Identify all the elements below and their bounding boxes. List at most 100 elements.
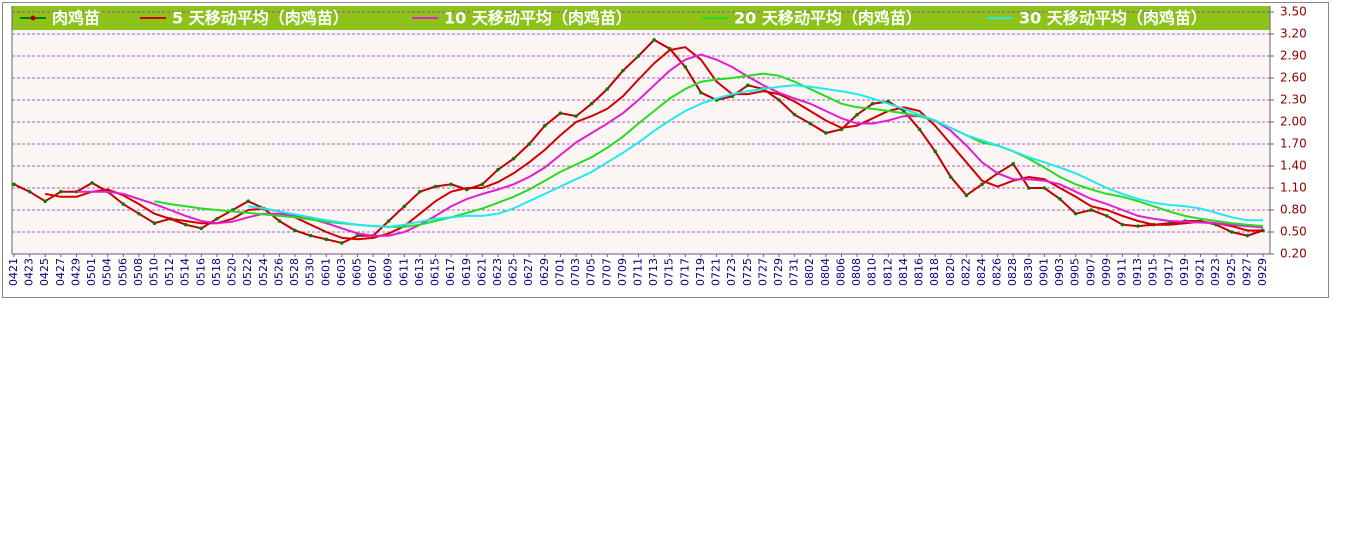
data-point [1058, 197, 1062, 201]
data-point [1136, 224, 1140, 228]
x-tick-label: 0617 [444, 258, 457, 286]
x-tick-label: 0810 [866, 258, 879, 286]
data-point [777, 98, 781, 102]
x-tick-label: 0828 [1006, 258, 1019, 286]
x-tick-label: 0804 [819, 258, 832, 286]
x-tick-label: 0514 [179, 258, 192, 286]
x-tick-label: 0609 [382, 258, 395, 286]
x-tick-label: 0915 [1147, 258, 1160, 286]
x-tick-label: 0423 [23, 258, 36, 286]
y-tick-label: 1.40 [1280, 159, 1307, 173]
x-tick-label: 0520 [226, 258, 239, 286]
x-tick-label: 0822 [959, 258, 972, 286]
x-tick-label: 0830 [1022, 258, 1035, 286]
x-tick-label: 0518 [210, 258, 223, 286]
data-point [308, 233, 313, 238]
plot-area [12, 6, 1270, 254]
data-point [855, 112, 859, 117]
y-tick-label: 1.10 [1280, 181, 1307, 195]
data-point [386, 219, 391, 223]
x-tick-label: 0501 [85, 258, 98, 286]
data-point [574, 114, 578, 118]
legend [12, 6, 1270, 30]
y-tick-label: 0.20 [1280, 247, 1307, 261]
x-tick-label: 0909 [1100, 258, 1113, 286]
x-tick-label: 0820 [944, 258, 957, 286]
data-point [964, 193, 969, 198]
legend-marker [30, 15, 36, 21]
y-tick-label: 0.80 [1280, 203, 1307, 217]
data-point [137, 211, 141, 216]
y-tick-label: 2.60 [1280, 71, 1307, 85]
data-point [449, 182, 453, 187]
data-point [340, 241, 344, 245]
x-tick-label: 0530 [304, 258, 317, 286]
legend-label: 肉鸡苗 [52, 9, 100, 28]
x-tick-label: 0919 [1178, 258, 1191, 286]
series-line [76, 53, 1264, 237]
x-tick-label: 0510 [148, 258, 161, 286]
x-tick-label: 0703 [569, 258, 582, 286]
y-tick-label: 0.50 [1280, 225, 1307, 239]
x-tick-label: 0623 [491, 258, 504, 286]
data-point [636, 54, 641, 58]
x-tick-label: 0607 [366, 258, 379, 286]
x-tick-label: 0619 [460, 258, 473, 286]
data-point [870, 101, 875, 106]
x-tick-label: 0707 [600, 258, 613, 286]
data-point [355, 233, 360, 238]
x-tick-label: 0615 [429, 258, 442, 286]
data-point [12, 182, 16, 187]
data-point [90, 181, 94, 185]
data-point [496, 167, 500, 172]
data-point [527, 142, 532, 146]
x-tick-label: 0627 [522, 258, 535, 286]
x-tick-label: 0705 [585, 258, 598, 286]
x-tick-label: 0621 [475, 258, 488, 286]
data-point [152, 221, 157, 225]
x-tick-label: 0601 [319, 258, 332, 286]
x-tick-label: 0717 [678, 258, 691, 286]
x-tick-label: 0709 [616, 258, 629, 286]
data-point [293, 228, 297, 233]
data-point [1089, 208, 1094, 212]
x-tick-label: 0727 [756, 258, 769, 286]
y-tick-label: 2.30 [1280, 93, 1307, 107]
data-point [792, 112, 797, 117]
data-point [808, 121, 813, 126]
x-tick-label: 0925 [1225, 258, 1238, 286]
data-point [277, 219, 282, 223]
data-point [1105, 214, 1109, 218]
legend-label: 5 天移动平均（肉鸡苗） [172, 9, 349, 28]
x-tick-label: 0905 [1069, 258, 1082, 286]
y-tick-label: 3.50 [1280, 5, 1307, 19]
x-tick-label: 0508 [132, 258, 145, 286]
data-point [589, 101, 594, 106]
x-tick-label: 0816 [913, 258, 926, 286]
x-tick-label: 0921 [1194, 258, 1207, 286]
x-tick-label: 0818 [928, 258, 941, 286]
x-tick-label: 0917 [1162, 258, 1175, 286]
x-tick-label: 0526 [272, 258, 285, 286]
x-tick-label: 0425 [38, 258, 51, 286]
x-tick-label: 0701 [553, 258, 566, 286]
x-tick-label: 0901 [1037, 258, 1050, 286]
data-point [948, 175, 953, 179]
data-point [27, 189, 32, 194]
x-tick-label: 0802 [803, 258, 816, 286]
y-tick-label: 3.20 [1280, 27, 1307, 41]
x-tick-label: 0907 [1084, 258, 1097, 286]
x-tick-label: 0504 [101, 258, 114, 286]
x-tick-label: 0824 [975, 258, 988, 286]
data-point [605, 87, 610, 91]
data-point [1027, 186, 1031, 190]
data-point [402, 204, 407, 209]
data-point [59, 189, 63, 194]
x-tick-label: 0715 [663, 258, 676, 286]
data-point [745, 83, 750, 88]
x-tick-label: 0903 [1053, 258, 1066, 286]
x-tick-label: 0731 [788, 258, 801, 286]
y-tick-label: 1.70 [1280, 137, 1307, 151]
data-point [730, 94, 734, 99]
